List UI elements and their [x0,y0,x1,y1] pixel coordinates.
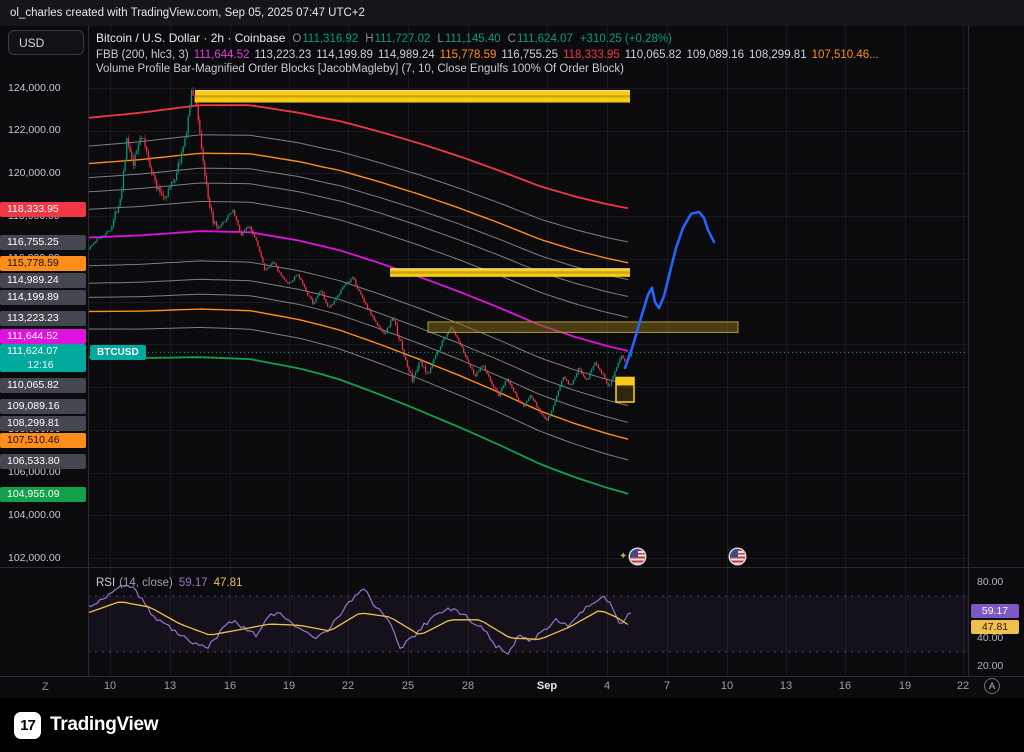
price-scale-badge: 118,333.95 [0,201,86,217]
rsi-value: 59.17 [178,577,208,589]
rsi-indicator-params: (14, close) [119,577,173,589]
currency-toggle-label: USD [19,35,45,50]
us-flag-event-icon[interactable] [729,549,745,564]
rsi-scale-label: 20.00 [977,659,1004,672]
rsi-scale-label: 40.00 [977,631,1004,644]
time-axis-label[interactable]: 25 [401,680,415,692]
price-scale-badge: 111,644.52 [0,329,86,345]
ohlc-label: H [365,33,374,45]
time-axis-label[interactable]: 19 [898,680,912,692]
time-axis-label[interactable]: 16 [223,680,237,692]
tradingview-logo-text: TradingView [50,714,159,735]
price-scale-label: 122,000.00 [8,124,61,137]
volume-profile-indicator-name: Volume Profile Bar-Magnified Order Block… [96,63,624,75]
rsi-scale[interactable]: 80.00 40.00 20.00 59.17 47.81 [968,0,1024,698]
fbb-value: 118,333.95 [563,48,620,61]
bar-countdown: 12:16 [27,358,54,371]
time-axis-label[interactable]: Sep [536,680,558,692]
price-scale-badge: 113,223.23 [0,310,86,326]
symbol-legend-row[interactable]: Bitcoin / U.S. Dollar · 2h · Coinbase O1… [96,31,879,47]
price-scale[interactable]: 124,000.00122,000.00120,000.00118,000.00… [0,0,88,698]
time-axis-label[interactable]: 4 [603,680,611,692]
fbb-value: 111,644.52 [193,48,250,61]
time-axis-label[interactable]: 10 [720,680,734,692]
footer-bar: 17 TradingView [0,698,1024,752]
auto-scale-button[interactable]: A [984,678,1000,694]
current-price-badge: 111,624.07 12:16 [0,344,86,373]
ohlc-value: 111,727.02 [374,33,431,45]
price-scale-badge: 107,510.46 [0,432,86,448]
price-scale-badge: 110,065.82 [0,378,86,394]
volume-profile-legend-row[interactable]: Volume Profile Bar-Magnified Order Block… [96,62,879,77]
legend: Bitcoin / U.S. Dollar · 2h · Coinbase O1… [96,31,879,77]
time-axis-label[interactable]: 19 [282,680,296,692]
rsi-legend-row[interactable]: RSI (14, close) 59.17 47.81 [96,575,242,591]
fbb-value: 107,510.46... [811,48,879,61]
chart-canvas[interactable] [0,0,1024,698]
price-scale-badge: 116,755.25 [0,235,86,251]
current-price-value: 111,624.07 [7,345,58,358]
price-scale-badge: 114,199.89 [0,289,86,305]
ohlc-values: O111,316.92 H111,727.02 L111,145.40 C111,62… [285,31,572,47]
time-axis-label[interactable]: 16 [838,680,852,692]
fbb-legend-row[interactable]: FBB (200, hlc3, 3) 111,644.52 113,223.23 1… [96,47,879,63]
rsi-indicator-name: RSI [96,577,116,589]
ohlc-value: 111,145.40 [444,33,501,45]
fbb-indicator-name: FBB (200, hlc3, 3) [96,48,189,61]
tradingview-logo[interactable]: 17 TradingView [14,711,159,739]
symbol-chip-text: BTCUSD [97,346,139,358]
ohlc-label: L [437,33,444,45]
attribution-text: ol_charles created with TradingView.com,… [10,7,365,19]
price-scale-badge: 108,299.81 [0,415,86,431]
fbb-value: 115,778.59 [439,48,497,61]
price-scale-label: 104,000.00 [8,508,61,521]
fbb-value: 113,223.23 [254,48,312,61]
price-scale-label: 106,000.00 [8,466,61,479]
ohlc-value: 111,624.07 [516,33,573,45]
fbb-value: 110,065.82 [624,48,682,61]
rsi-scale-badge: 59.17 [971,604,1019,619]
price-scale-badge: 109,089.16 [0,399,86,415]
time-axis-label[interactable]: 22 [341,680,355,692]
price-scale-label: 124,000.00 [8,81,61,94]
symbol-title: Bitcoin / U.S. Dollar · 2h · Coinbase [96,31,286,45]
time-axis-label[interactable]: 7 [663,680,671,692]
price-scale-badge: 104,955.09 [0,487,86,503]
fbb-value: 108,299.81 [749,48,807,61]
fbb-values: 111,644.52 113,223.23 114,199.89 114,989.24… [189,47,879,63]
event-star-icon: ✦ [619,551,628,562]
price-scale-badge: 115,778.59 [0,256,86,272]
fbb-value: 114,989.24 [377,48,435,61]
time-axis-label[interactable]: 22 [956,680,970,692]
price-scale-badge: 114,989.24 [0,273,86,288]
fbb-value: 109,089.16 [686,48,745,61]
us-flag-event-icon[interactable] [629,549,645,564]
time-axis-label[interactable]: 13 [163,680,177,692]
ohlc-value: 111,316.92 [302,33,359,45]
rsi-value: 47.81 [213,577,243,589]
time-axis-label[interactable]: 28 [461,680,475,692]
ohlc-label: O [292,33,302,45]
time-axis[interactable]: Z A 10 13 16 19 22 25 28 Sep 4 7 10 13 16 19 22 [0,676,1024,698]
tradingview-logo-mark-text: 17 [20,716,36,734]
rsi-scale-badge: 47.81 [971,620,1019,635]
time-axis-label[interactable]: 10 [103,680,117,692]
currency-toggle-button[interactable]: USD [8,30,84,55]
timezone-button[interactable]: Z [42,681,49,693]
rsi-scale-label: 80.00 [977,575,1004,588]
tradingview-logo-icon: 17 [14,711,41,739]
time-axis-label[interactable]: 13 [779,680,793,692]
attribution-bar: ol_charles created with TradingView.com,… [0,0,1024,26]
change-value: +310.25 (+0.28%) [579,33,672,45]
price-scale-label: 120,000.00 [8,166,61,179]
rsi-values: 59.17 47.81 [173,575,243,591]
fbb-value: 116,755.25 [501,48,559,61]
fbb-value: 114,199.89 [316,48,373,61]
price-scale-badge: 106,533.80 [0,453,86,469]
price-scale-label: 102,000.00 [8,551,61,564]
price-line-symbol-label: BTCUSD [90,344,146,360]
ohlc-label: C [507,33,516,45]
